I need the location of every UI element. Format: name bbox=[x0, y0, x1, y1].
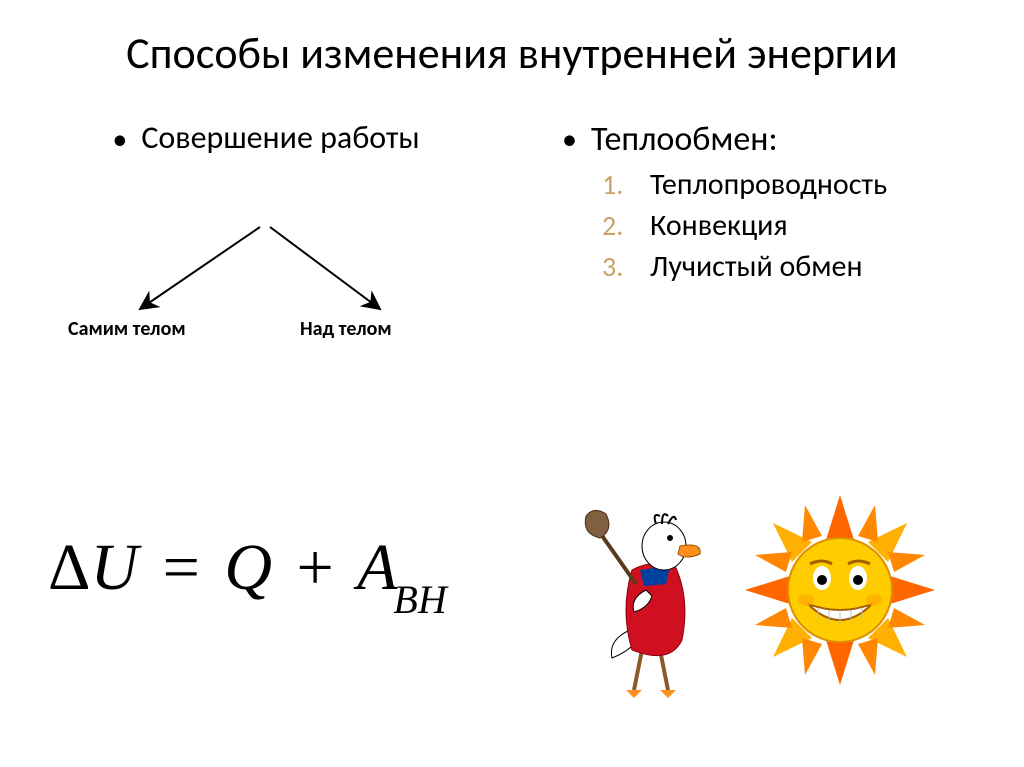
formula-A: A bbox=[357, 531, 397, 604]
right-bullet-row: • Теплообмен: bbox=[562, 119, 1024, 160]
formula-eq: = bbox=[163, 531, 200, 604]
formula-delta: Δ bbox=[48, 531, 90, 604]
list-text: Теплопроводность bbox=[650, 166, 887, 203]
list-text: Конвекция bbox=[650, 207, 788, 244]
formula-plus: + bbox=[297, 531, 334, 604]
slide-title: Способы изменения внутренней энергии bbox=[0, 0, 1024, 79]
left-bullet-text: Совершение работы bbox=[141, 119, 419, 157]
list-item: 3. Лучистый обмен bbox=[602, 248, 1024, 285]
formula-sub: BH bbox=[393, 577, 446, 622]
bullet-dot-icon: • bbox=[562, 125, 577, 155]
bullet-dot-icon: • bbox=[112, 125, 127, 155]
arrow-left bbox=[140, 227, 260, 309]
branch-label-left: Самим телом bbox=[68, 317, 186, 341]
right-column: • Теплообмен: 1. Теплопроводность 2. Кон… bbox=[512, 119, 1024, 289]
numbered-list: 1. Теплопроводность 2. Конвекция 3. Лучи… bbox=[602, 166, 1024, 285]
arrows-svg bbox=[120, 219, 410, 319]
left-bullet-row: • Совершение работы bbox=[60, 119, 472, 157]
list-item: 2. Конвекция bbox=[602, 207, 1024, 244]
list-number: 2. bbox=[602, 208, 630, 243]
clipart-area bbox=[560, 470, 980, 735]
left-column: • Совершение работы Самим телом Над тело… bbox=[0, 119, 512, 289]
formula-U: U bbox=[90, 531, 138, 604]
right-bullet-text: Теплообмен: bbox=[591, 119, 778, 160]
formula-Q: Q bbox=[224, 531, 272, 604]
list-number: 1. bbox=[602, 167, 630, 202]
sun-icon bbox=[745, 495, 935, 685]
list-text: Лучистый обмен bbox=[650, 248, 863, 285]
content-columns: • Совершение работы Самим телом Над тело… bbox=[0, 119, 1024, 289]
branch-arrows bbox=[120, 219, 410, 324]
clipart-svg bbox=[560, 470, 980, 730]
formula: ΔU = Q + ABH bbox=[48, 530, 451, 613]
branch-label-right: Над телом bbox=[300, 317, 392, 341]
duck-icon bbox=[585, 510, 700, 698]
arrow-right bbox=[270, 227, 380, 309]
list-number: 3. bbox=[602, 249, 630, 284]
list-item: 1. Теплопроводность bbox=[602, 166, 1024, 203]
